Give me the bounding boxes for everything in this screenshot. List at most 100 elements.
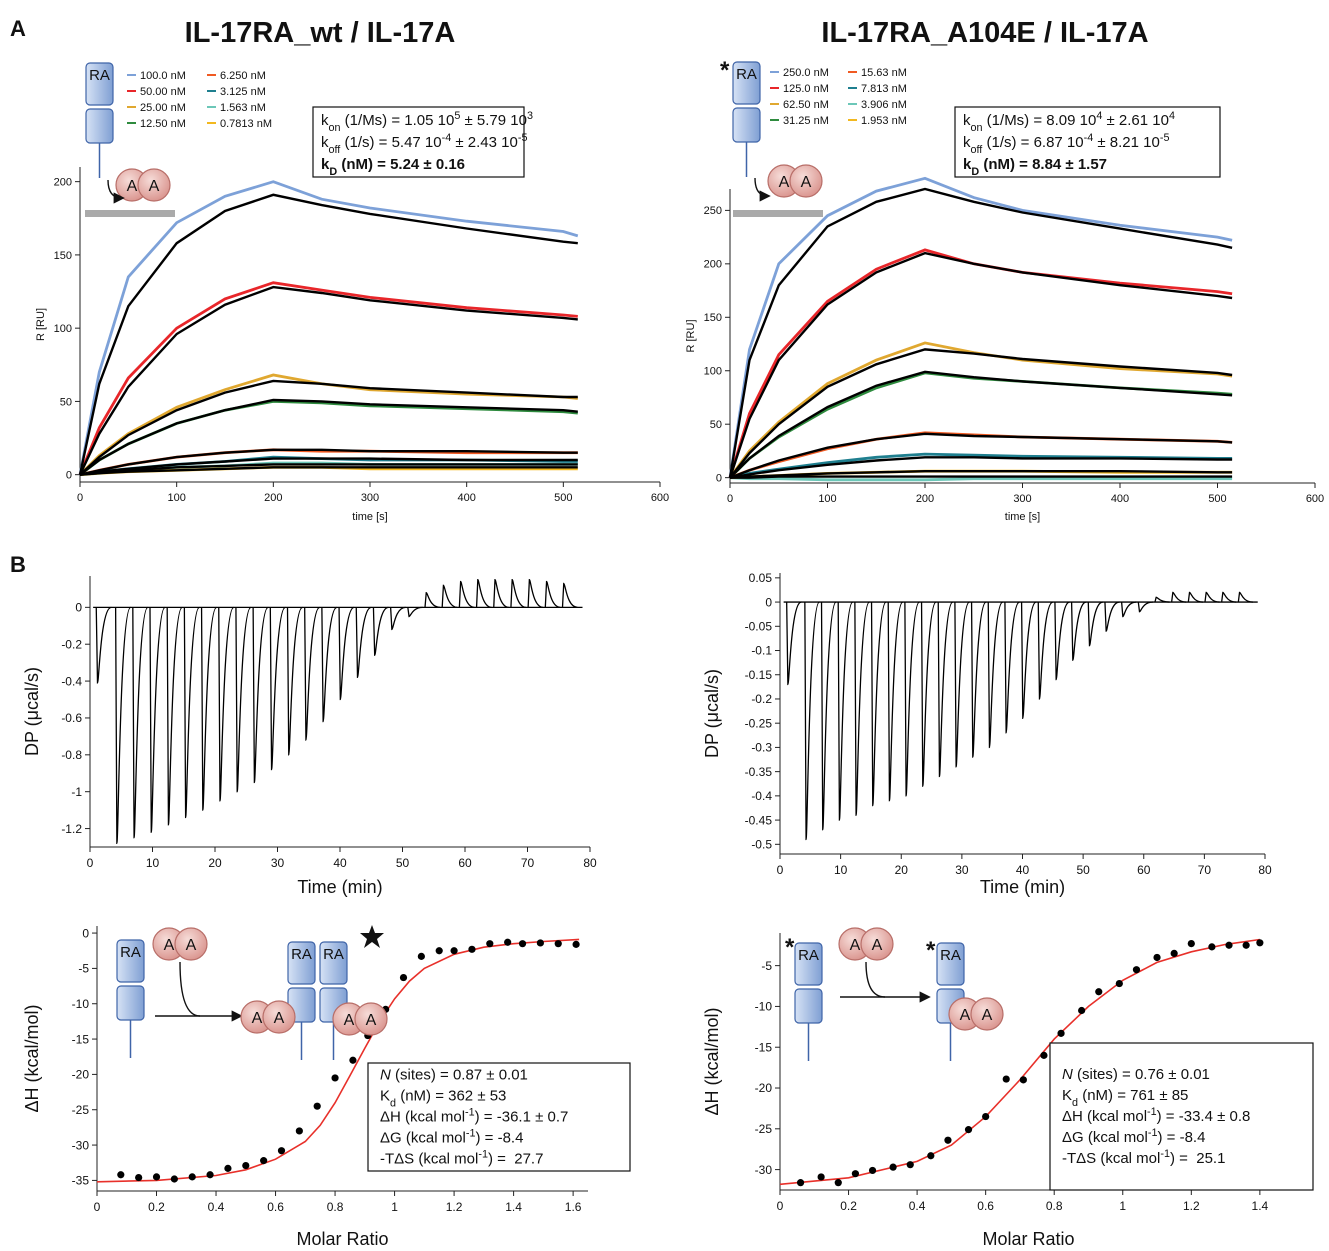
injection-peak <box>854 601 871 816</box>
box-text: -5 <box>1160 132 1170 144</box>
fit-curve <box>779 938 1261 1186</box>
y-axis-label: R [RU] <box>35 308 47 341</box>
legend-label: 50.00 nM <box>140 86 186 98</box>
x-tick-label: 0.2 <box>148 1200 165 1214</box>
ligand-subunit <box>860 927 894 961</box>
receptor-domain <box>794 988 823 1024</box>
injection-peak <box>1037 601 1054 700</box>
data-point <box>1170 949 1178 957</box>
box-line: kon (1/Ms) = 1.05 105 ± 5.79 103 <box>321 110 533 134</box>
ligand-label: A <box>344 1012 355 1029</box>
receptor-domain <box>732 61 761 105</box>
injection-peak <box>441 584 458 608</box>
box-text: (nM) = 8.84 ± 1.57 <box>979 156 1107 173</box>
ligand-label: A <box>960 1007 971 1024</box>
box-text: 5 <box>454 110 460 122</box>
x-tick-label: 50 <box>396 856 410 870</box>
data-point <box>117 1171 125 1179</box>
box-line: -TΔS (kcal mol-1) = 25.1 <box>1062 1148 1225 1167</box>
injection-peak <box>1004 601 1021 734</box>
box-text: k <box>963 112 971 129</box>
box-text: (sites) = 0.87 ± 0.01 <box>391 1067 528 1084</box>
y-tick-label: 50 <box>710 419 722 431</box>
y-tick-label: -0.15 <box>745 668 773 682</box>
x-tick-label: 1.6 <box>565 1200 582 1214</box>
arrow <box>865 961 931 1003</box>
injection-peak <box>970 601 987 758</box>
ligand-subunit <box>137 168 171 202</box>
injection-peak <box>954 601 971 768</box>
data-point <box>572 940 580 948</box>
injection-peak <box>786 601 802 686</box>
data-point <box>1153 953 1161 962</box>
injection-peak <box>183 606 200 819</box>
box-text: ΔH (kcal mol <box>380 1109 465 1126</box>
data-point <box>518 940 527 948</box>
x-axis-label: Molar Ratio <box>296 1229 388 1249</box>
box-text: -1 <box>478 1149 488 1161</box>
box-text: off <box>329 144 342 156</box>
ligand-label: A <box>872 937 883 954</box>
receptor-domain <box>319 941 348 985</box>
y-tick-label: -0.5 <box>751 838 772 852</box>
injection-peak <box>95 606 112 684</box>
fit-curve <box>78 193 578 475</box>
box-text: -TΔS (kcal mol <box>1062 1150 1160 1167</box>
box-text: k <box>963 134 971 151</box>
data-point <box>1095 988 1103 996</box>
x-tick-label: 200 <box>916 493 934 505</box>
receptor-label: RA <box>120 944 141 961</box>
fit-curve <box>96 938 580 1183</box>
y-tick-label: -15 <box>755 1040 773 1054</box>
panel-label: A <box>10 16 26 41</box>
ligand-subunit <box>262 1000 296 1034</box>
x-tick-label: 400 <box>1111 493 1129 505</box>
y-axis-label: ΔH (kcal/mol) <box>702 1007 722 1115</box>
x-tick-label: 1 <box>391 1200 398 1214</box>
data-point <box>450 947 458 955</box>
legend-label: 7.813 nM <box>861 83 907 95</box>
legend-label: 12.50 nM <box>140 118 186 130</box>
data-point <box>1078 1006 1086 1015</box>
ligand-label: A <box>366 1012 377 1029</box>
x-axis-label: Time (min) <box>980 877 1065 897</box>
x-tick-label: 0 <box>87 856 94 870</box>
x-tick-label: 500 <box>554 492 572 504</box>
chip-surface <box>733 210 823 217</box>
box-text: (nM) = 362 ± 53 <box>396 1088 506 1105</box>
injection-peak <box>904 601 921 797</box>
data-curve <box>729 371 1233 479</box>
y-tick-label: -15 <box>72 1032 90 1046</box>
box-line: kD (nM) = 8.84 ± 1.57 <box>963 156 1107 178</box>
data-point <box>796 1179 805 1187</box>
x-tick-label: 0 <box>777 1199 784 1213</box>
fit-curve <box>79 448 578 476</box>
box-text: k <box>321 112 329 129</box>
injection-peak <box>407 606 423 618</box>
x-tick-label: 80 <box>583 856 597 870</box>
box-text: -1 <box>1160 1148 1170 1160</box>
box-text: ΔG (kcal mol <box>380 1130 466 1147</box>
chip-surface <box>85 210 175 217</box>
ligand-label: A <box>801 174 812 191</box>
legend-label: 3.125 nM <box>220 86 266 98</box>
data-point <box>1115 979 1123 988</box>
x-tick-label: 10 <box>146 856 160 870</box>
x-tick-label: 1.2 <box>1183 1199 1200 1213</box>
legend-label: 15.63 nM <box>861 67 907 79</box>
y-tick-label: 100 <box>54 323 72 335</box>
chart-title: IL-17RA_wt / IL-17A <box>185 17 456 49</box>
receptor-label: RA <box>736 66 757 83</box>
injection-peak <box>1221 591 1237 603</box>
box-text: N <box>380 1067 391 1084</box>
box-text: ± 8.21 10 <box>1093 134 1160 151</box>
data-curve <box>728 341 1233 479</box>
chart-title: IL-17RA_A104E / IL-17A <box>821 17 1148 49</box>
injection-peak <box>200 606 218 811</box>
receptor-label: RA <box>291 946 312 963</box>
box-text: ) = -36.1 ± 0.7 <box>475 1109 569 1126</box>
box-text: d <box>390 1098 396 1110</box>
fit-curve <box>728 187 1233 478</box>
box-text: ± 5.79 10 <box>460 112 527 129</box>
y-tick-label: -0.4 <box>751 789 772 803</box>
